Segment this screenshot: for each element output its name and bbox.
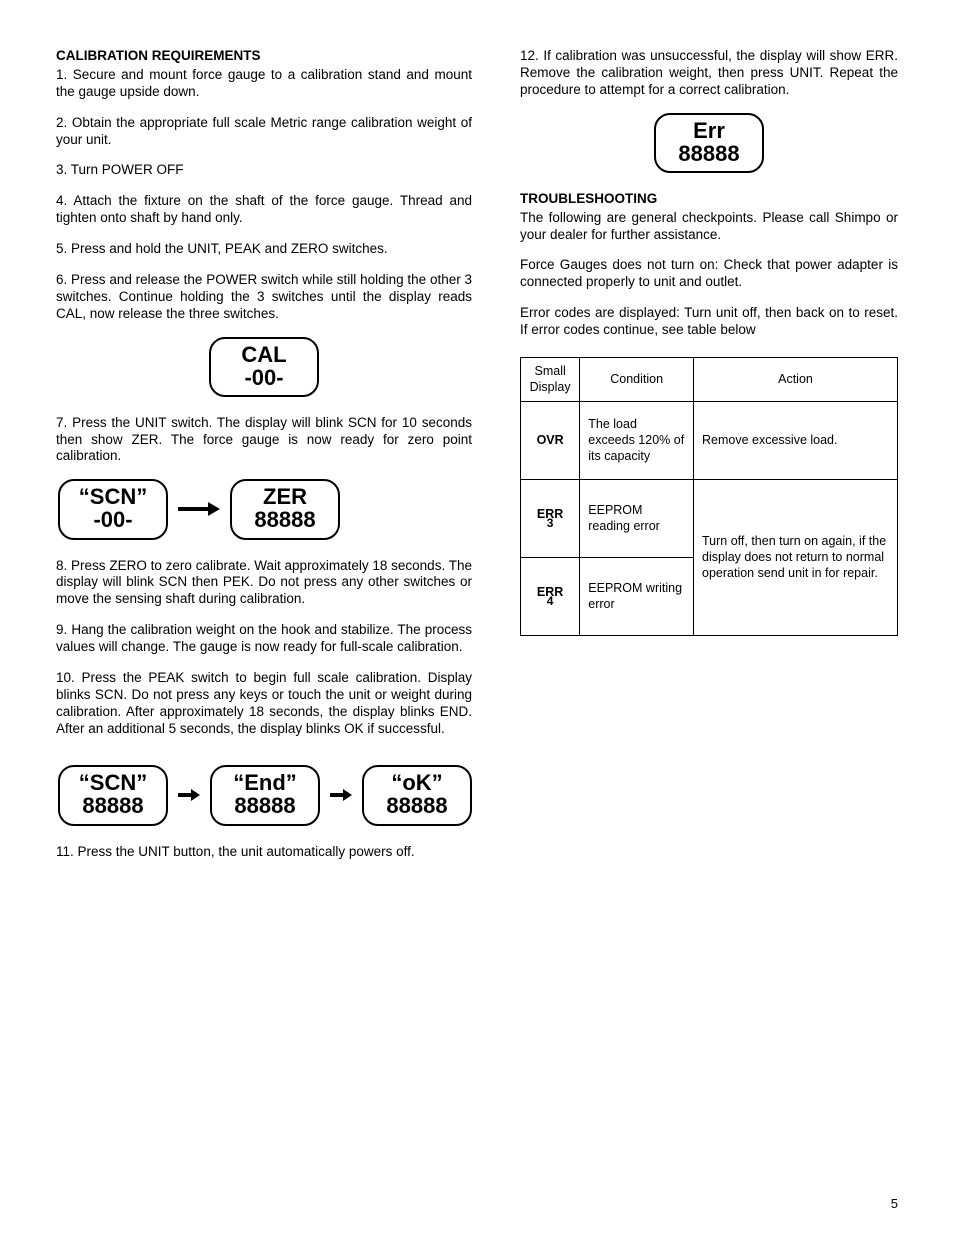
- error-table: Small Display Condition Action OVR The l…: [520, 357, 898, 636]
- document-page: CALIBRATION REQUIREMENTS 1. Secure and m…: [0, 0, 954, 1235]
- display-box-cal: CAL -00-: [209, 337, 319, 397]
- condition-cell: EEPROM reading error: [580, 480, 694, 558]
- step-6: 6. Press and release the POWER switch wh…: [56, 272, 472, 323]
- troubleshoot-errorcodes: Error codes are displayed: Turn unit off…: [520, 305, 898, 339]
- error-code-sub: 4: [529, 596, 571, 607]
- error-code-cell: ERR 3: [521, 480, 580, 558]
- left-column: CALIBRATION REQUIREMENTS 1. Secure and m…: [56, 48, 472, 874]
- table-header-row: Small Display Condition Action: [521, 357, 898, 401]
- display-line1: “SCN”: [74, 485, 152, 508]
- step-5: 5. Press and hold the UNIT, PEAK and ZER…: [56, 241, 472, 258]
- error-code-cell: ERR 4: [521, 558, 580, 636]
- display-cal: CAL -00-: [56, 337, 472, 397]
- step-9: 9. Hang the calibration weight on the ho…: [56, 622, 472, 656]
- two-column-layout: CALIBRATION REQUIREMENTS 1. Secure and m…: [56, 48, 898, 874]
- table-row: OVR The load exceeds 120% of its capacit…: [521, 402, 898, 480]
- display-box-end: “End” 88888: [210, 765, 320, 825]
- arrow-icon: [330, 791, 352, 799]
- col-action: Action: [694, 357, 898, 401]
- display-line2: 88888: [378, 794, 456, 817]
- troubleshooting-heading: TROUBLESHOOTING: [520, 191, 898, 208]
- display-box-ok: “oK” 88888: [362, 765, 472, 825]
- col-small-display: Small Display: [521, 357, 580, 401]
- troubleshoot-power: Force Gauges does not turn on: Check tha…: [520, 257, 898, 291]
- step-8: 8. Press ZERO to zero calibrate. Wait ap…: [56, 558, 472, 609]
- display-box-scn: “SCN” -00-: [58, 479, 168, 539]
- display-scn-end-ok: “SCN” 88888 “End” 88888 “oK” 88888: [58, 765, 472, 825]
- table-row: ERR 3 EEPROM reading error Turn off, the…: [521, 480, 898, 558]
- error-code: ERR 4: [529, 587, 571, 607]
- page-number: 5: [891, 1196, 898, 1211]
- display-line2: 88888: [74, 794, 152, 817]
- display-line2: 88888: [670, 142, 748, 165]
- action-cell-merged: Turn off, then turn on again, if the dis…: [694, 480, 898, 636]
- error-code-sub: 3: [529, 518, 571, 529]
- step-12: 12. If calibration was unsuccessful, the…: [520, 48, 898, 99]
- display-line2: -00-: [225, 366, 303, 389]
- troubleshoot-intro: The following are general checkpoints. P…: [520, 210, 898, 244]
- display-line1: “SCN”: [74, 771, 152, 794]
- display-box-err: Err 88888: [654, 113, 764, 173]
- display-line2: 88888: [226, 794, 304, 817]
- display-line1: “oK”: [378, 771, 456, 794]
- step-10: 10. Press the PEAK switch to begin full …: [56, 670, 472, 738]
- display-line2: 88888: [246, 508, 324, 531]
- step-1: 1. Secure and mount force gauge to a cal…: [56, 67, 472, 101]
- display-line1: CAL: [225, 343, 303, 366]
- condition-cell: The load exceeds 120% of its capacity: [580, 402, 694, 480]
- step-4: 4. Attach the fixture on the shaft of th…: [56, 193, 472, 227]
- display-box-scn2: “SCN” 88888: [58, 765, 168, 825]
- display-line2: -00-: [74, 508, 152, 531]
- step-11: 11. Press the UNIT button, the unit auto…: [56, 844, 472, 861]
- right-column: 12. If calibration was unsuccessful, the…: [520, 48, 898, 874]
- display-scn-zer: “SCN” -00- ZER 88888: [58, 479, 472, 539]
- col-condition: Condition: [580, 357, 694, 401]
- display-box-zer: ZER 88888: [230, 479, 340, 539]
- arrow-icon: [178, 791, 200, 799]
- error-code-cell: OVR: [521, 402, 580, 480]
- condition-cell: EEPROM writing error: [580, 558, 694, 636]
- error-code: OVR: [529, 435, 571, 446]
- action-cell: Remove excessive load.: [694, 402, 898, 480]
- error-code: ERR 3: [529, 509, 571, 529]
- display-line1: ZER: [246, 485, 324, 508]
- arrow-icon: [178, 505, 220, 513]
- display-err: Err 88888: [520, 113, 898, 173]
- calibration-heading: CALIBRATION REQUIREMENTS: [56, 48, 472, 65]
- step-7: 7. Press the UNIT switch. The display wi…: [56, 415, 472, 466]
- display-line1: Err: [670, 119, 748, 142]
- display-line1: “End”: [226, 771, 304, 794]
- step-3: 3. Turn POWER OFF: [56, 162, 472, 179]
- step-2: 2. Obtain the appropriate full scale Met…: [56, 115, 472, 149]
